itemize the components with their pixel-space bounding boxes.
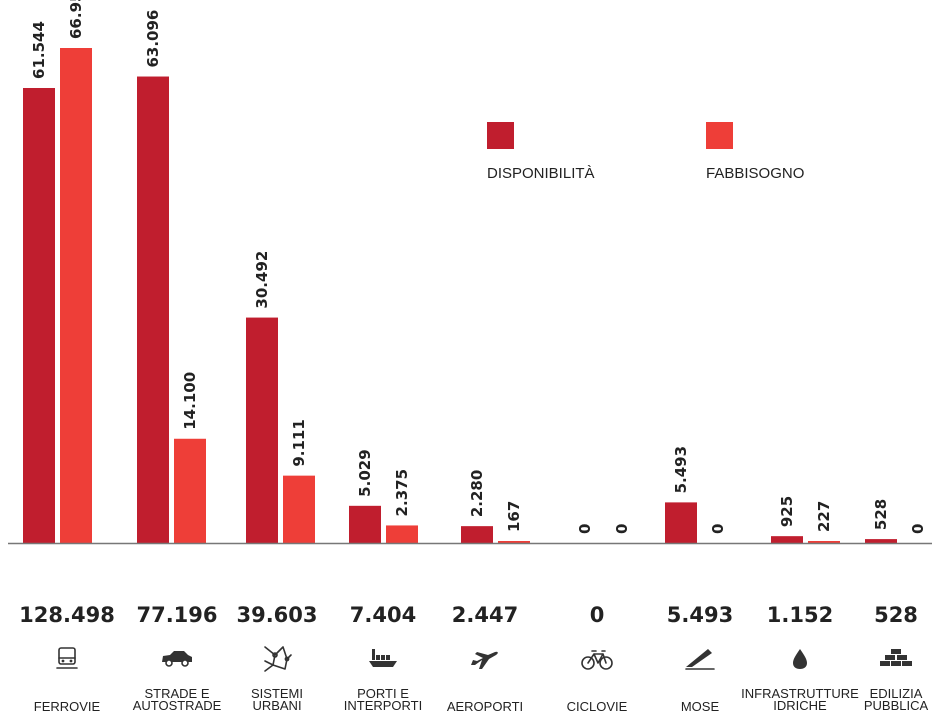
total-edilizia-pubblica: 528	[874, 603, 918, 627]
category-label-edilizia-pubblica: EDILIZIA	[870, 686, 923, 701]
total-mose: 5.493	[667, 603, 733, 627]
bar-ferrovie-fabbisogno	[60, 48, 92, 543]
category-label-ciclovie: CICLOVIE	[567, 699, 628, 714]
value-label-edilizia-pubblica-disponibilit: 528	[872, 499, 890, 530]
bar-edilizia-pubblica-disponibilit	[865, 539, 897, 543]
airplane-icon	[471, 651, 498, 669]
bar-infrastrutture-idriche-disponibilit	[771, 536, 803, 543]
value-label-ciclovie-fabbisogno: 0	[613, 524, 631, 534]
value-label-strade-e-autostrade-disponibilit: 63.096	[144, 10, 162, 68]
car-icon	[162, 651, 192, 667]
value-label-aeroporti-disponibilit: 2.280	[468, 470, 486, 517]
category-label-strade-e-autostrade: STRADE E	[144, 686, 209, 701]
bar-sistemi-urbani-disponibilit	[246, 317, 278, 543]
water-drop-icon	[793, 649, 807, 669]
totals-layer: 128.498 77.196 39.603 7.404 2.447 0 5.493 1.152…	[19, 603, 918, 627]
bar-sistemi-urbani-fabbisogno	[283, 475, 315, 543]
value-label-infrastrutture-idriche-fabbisogno: 227	[815, 501, 833, 532]
bar-porti-e-interporti-disponibilit	[349, 505, 381, 543]
total-infrastrutture-idriche: 1.152	[767, 603, 833, 627]
bicycle-icon	[581, 650, 613, 670]
category-label-strade-e-autostrade: AUTOSTRADE	[133, 698, 222, 713]
value-label-sistemi-urbani-fabbisogno: 9.111	[290, 419, 308, 466]
bar-ferrovie-disponibilit	[23, 87, 55, 544]
category-label-sistemi-urbani: SISTEMI	[251, 686, 303, 701]
value-labels-layer: 61.544 66.954 63.096 14.100 30.492 9.111 5.029…	[30, 0, 927, 534]
bars-layer	[23, 48, 897, 544]
value-label-mose-fabbisogno: 0	[709, 524, 727, 534]
total-strade-e-autostrade: 77.196	[136, 603, 217, 627]
legend-swatch-fabbisogno	[706, 122, 733, 149]
total-porti-e-interporti: 7.404	[350, 603, 416, 627]
total-aeroporti: 2.447	[452, 603, 518, 627]
barrier-icon	[685, 649, 715, 670]
total-ciclovie: 0	[590, 603, 605, 627]
category-label-edilizia-pubblica: PUBBLICA	[864, 698, 929, 713]
total-ferrovie: 128.498	[19, 603, 115, 627]
value-label-ferrovie-disponibilit: 61.544	[30, 21, 48, 79]
bar-aeroporti-fabbisogno	[498, 541, 530, 543]
bar-aeroporti-disponibilit	[461, 526, 493, 543]
bar-strade-e-autostrade-disponibilit	[137, 76, 169, 544]
category-label-infrastrutture-idriche: IDRICHE	[773, 698, 827, 713]
bricks-icon	[880, 649, 912, 666]
category-label-porti-e-interporti: PORTI E	[357, 686, 409, 701]
total-sistemi-urbani: 39.603	[236, 603, 317, 627]
bar-infrastrutture-idriche-fabbisogno	[808, 541, 840, 543]
city-map-icon	[264, 646, 292, 672]
legend: DISPONIBILITÀ FABBISOGNO	[487, 122, 804, 182]
bar-strade-e-autostrade-fabbisogno	[174, 438, 206, 543]
category-label-sistemi-urbani: URBANI	[252, 698, 301, 713]
train-icon	[56, 647, 78, 669]
value-label-aeroporti-fabbisogno: 167	[505, 501, 523, 532]
value-label-infrastrutture-idriche-disponibilit: 925	[778, 496, 796, 527]
value-label-sistemi-urbani-disponibilit: 30.492	[253, 251, 271, 309]
value-label-ferrovie-fabbisogno: 66.954	[67, 0, 85, 39]
value-label-porti-e-interporti-disponibilit: 5.029	[356, 449, 374, 496]
category-label-infrastrutture-idriche: INFRASTRUTTURE	[741, 686, 859, 701]
legend-label-disponibilita: DISPONIBILITÀ	[487, 165, 595, 182]
legend-label-fabbisogno: FABBISOGNO	[706, 165, 804, 182]
value-label-ciclovie-disponibilit: 0	[576, 524, 594, 534]
value-label-mose-disponibilit: 5.493	[672, 446, 690, 493]
category-label-ferrovie: FERROVIE	[34, 699, 101, 714]
value-label-strade-e-autostrade-fabbisogno: 14.100	[181, 372, 199, 430]
value-label-porti-e-interporti-fabbisogno: 2.375	[393, 469, 411, 516]
category-label-mose: MOSE	[681, 699, 720, 714]
bar-porti-e-interporti-fabbisogno	[386, 525, 418, 543]
icons-layer	[56, 646, 912, 672]
category-label-aeroporti: AEROPORTI	[447, 699, 523, 714]
value-label-edilizia-pubblica-fabbisogno: 0	[909, 524, 927, 534]
legend-swatch-disponibilita	[487, 122, 514, 149]
category-label-porti-e-interporti: INTERPORTI	[344, 698, 423, 713]
ship-icon	[369, 649, 397, 667]
bar-mose-disponibilit	[665, 502, 697, 543]
